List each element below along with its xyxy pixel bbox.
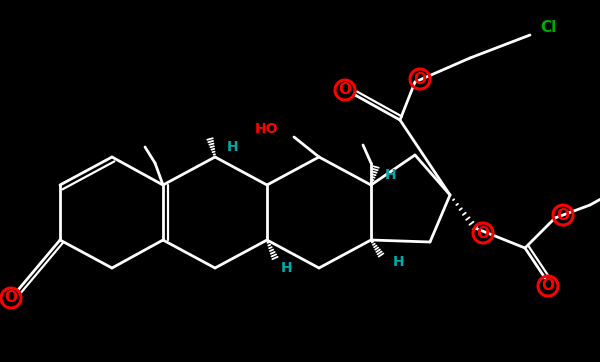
Text: H: H bbox=[385, 168, 397, 182]
Text: O: O bbox=[557, 207, 569, 223]
Text: H: H bbox=[281, 261, 293, 275]
Text: Cl: Cl bbox=[540, 20, 556, 34]
Text: H: H bbox=[227, 140, 239, 154]
Text: HO: HO bbox=[255, 122, 279, 136]
Text: O: O bbox=[338, 83, 352, 97]
Text: O: O bbox=[413, 72, 427, 87]
Text: O: O bbox=[5, 290, 17, 306]
Text: O: O bbox=[542, 278, 554, 294]
Text: H: H bbox=[393, 255, 405, 269]
Text: O: O bbox=[476, 226, 490, 240]
